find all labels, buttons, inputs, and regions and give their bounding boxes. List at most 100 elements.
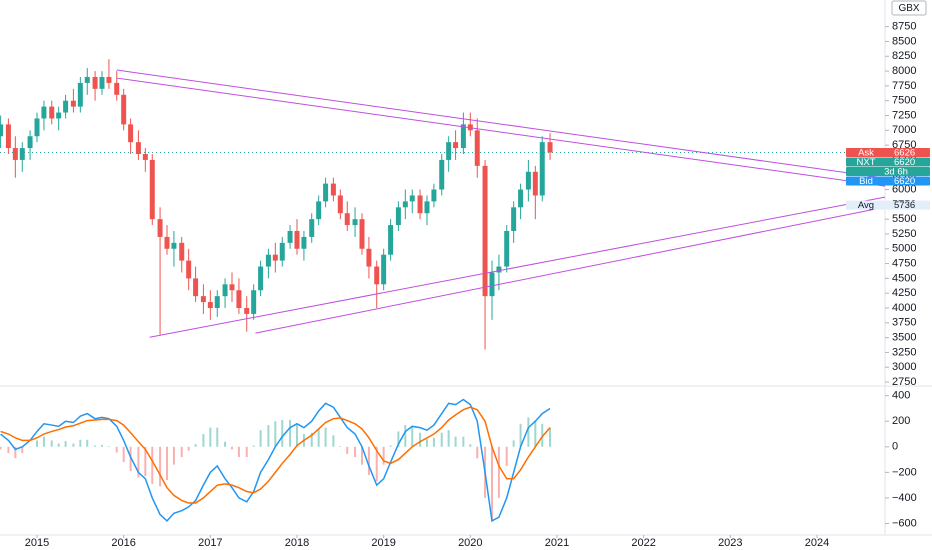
histogram-bar [454,436,457,447]
price-tag-value: 5736 [894,200,915,211]
x-tick-label: 2022 [631,537,655,549]
trendline [255,206,886,334]
histogram-bar [122,446,125,463]
candle-body [49,106,55,119]
candle-body [482,165,488,297]
y-tick-label: 3250 [892,346,916,358]
histogram-bar [382,446,385,465]
histogram-bar [259,430,262,447]
candle-body [366,248,372,267]
histogram-bar [159,446,162,487]
histogram-bar [339,446,342,447]
candle-body [5,124,11,149]
indicator-line [0,398,551,523]
candle-body [453,142,459,149]
candle-body [460,124,466,149]
histogram-bar [367,446,370,475]
candle-body [128,124,134,143]
y-tick-label: 3500 [892,332,916,344]
indicator-y-tick-label: −200 [892,466,917,478]
candle-body [207,302,213,308]
indicator-y-tick-label: 0 [892,441,898,453]
candle-body [193,278,199,297]
histogram-bar [440,432,443,447]
histogram-bar [360,446,363,465]
histogram-bar [490,446,493,521]
candle-body [114,82,120,95]
histogram-bar [36,440,39,447]
candle-body [214,296,220,308]
histogram-bar [541,423,544,447]
histogram-bar [86,439,89,447]
histogram-bar [21,446,24,454]
histogram-bar [425,439,428,447]
histogram-bar [274,421,277,447]
histogram-bar [404,425,407,447]
histogram-bar [144,446,147,477]
y-tick-label: 7250 [892,109,916,121]
candle-body [70,100,76,107]
histogram-bar [115,446,118,453]
y-tick-label: 8250 [892,50,916,62]
histogram-bar [354,446,357,458]
candle-body [388,225,394,255]
candle-body [294,231,300,249]
y-tick-label: 4000 [892,302,916,314]
y-tick-label: 8500 [892,35,916,47]
y-tick-label: 8750 [892,21,916,33]
price-tag-label: Avg [858,200,874,211]
y-tick-label: 3750 [892,317,916,329]
histogram-bar [94,445,97,447]
histogram-bar [137,446,140,478]
x-tick-label: 2024 [805,537,829,549]
x-tick-label: 2019 [371,537,395,549]
price-tag-value: 6626 [894,147,915,158]
candle-body [287,231,293,243]
candle-body [474,130,480,166]
candle-body [236,290,242,308]
y-tick-label: 6000 [892,183,916,195]
histogram-bar [252,445,255,447]
candle-body [222,284,228,297]
indicator-y-tick-label: −600 [892,517,917,529]
candle-body [244,308,250,314]
candle-body [496,266,502,273]
candle-body [381,254,387,285]
candle-body [41,106,47,119]
y-tick-label: 7000 [892,124,916,136]
histogram-bar [42,436,45,447]
candle-body [374,266,380,285]
candle-body [352,219,358,226]
x-tick-label: 2017 [198,537,222,549]
histogram-bar [549,427,552,447]
candle-body [309,219,315,237]
currency-box[interactable] [891,0,927,16]
candle-body [56,112,62,119]
histogram-bar [324,427,327,447]
histogram-bar [14,446,17,459]
price-tag [846,157,930,167]
candle-body [446,142,452,160]
histogram-bar [505,446,508,466]
indicator-line [0,406,551,504]
price-tag-label: Ask [858,147,874,158]
histogram-bar [462,436,465,447]
y-tick-label: 4500 [892,272,916,284]
price-tag-label: 3d 6h [884,166,908,177]
y-tick-label: 7500 [892,95,916,107]
x-tick-label: 2023 [718,537,742,549]
y-tick-label: 5250 [892,228,916,240]
histogram-bar [0,446,2,450]
x-tick-label: 2018 [285,537,309,549]
histogram-bar [202,434,205,447]
candle-body [417,195,423,214]
histogram-bar [497,446,500,498]
candle-body [344,213,350,226]
histogram-bar [281,419,284,447]
x-tick-label: 2021 [545,537,569,549]
candle-body [301,236,307,249]
histogram-bar [346,446,349,454]
candle-body [402,201,408,208]
y-tick-label: 8000 [892,65,916,77]
